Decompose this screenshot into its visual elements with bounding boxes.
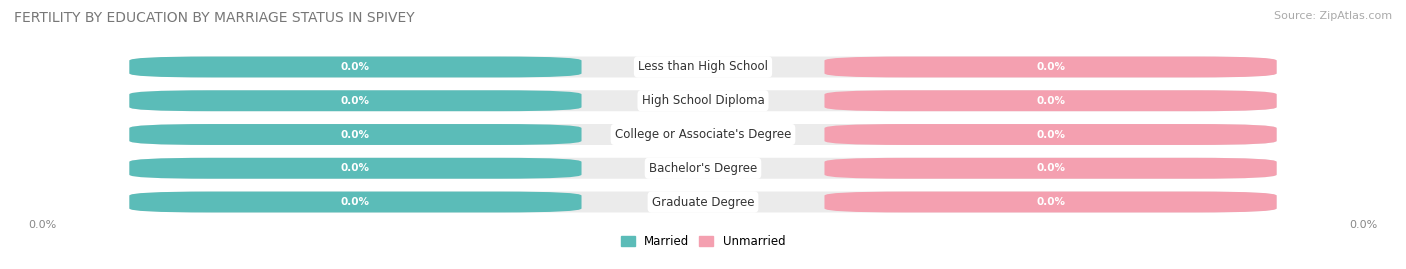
FancyBboxPatch shape bbox=[129, 56, 1277, 77]
Text: 0.0%: 0.0% bbox=[340, 197, 370, 207]
Legend: Married, Unmarried: Married, Unmarried bbox=[616, 230, 790, 253]
FancyBboxPatch shape bbox=[129, 192, 1277, 213]
FancyBboxPatch shape bbox=[824, 56, 1277, 77]
FancyBboxPatch shape bbox=[824, 158, 1277, 179]
Text: Bachelor's Degree: Bachelor's Degree bbox=[650, 162, 756, 175]
Text: Source: ZipAtlas.com: Source: ZipAtlas.com bbox=[1274, 11, 1392, 21]
Text: 0.0%: 0.0% bbox=[1036, 62, 1066, 72]
FancyBboxPatch shape bbox=[824, 90, 1277, 111]
Text: 0.0%: 0.0% bbox=[1036, 197, 1066, 207]
FancyBboxPatch shape bbox=[129, 192, 582, 213]
FancyBboxPatch shape bbox=[129, 90, 1277, 111]
Text: Less than High School: Less than High School bbox=[638, 61, 768, 73]
Text: Graduate Degree: Graduate Degree bbox=[652, 196, 754, 208]
Text: 0.0%: 0.0% bbox=[1036, 129, 1066, 140]
FancyBboxPatch shape bbox=[824, 192, 1277, 213]
Text: 0.0%: 0.0% bbox=[28, 220, 56, 229]
FancyBboxPatch shape bbox=[129, 90, 582, 111]
Text: 0.0%: 0.0% bbox=[340, 163, 370, 173]
Text: 0.0%: 0.0% bbox=[340, 62, 370, 72]
FancyBboxPatch shape bbox=[129, 124, 582, 145]
Text: 0.0%: 0.0% bbox=[1036, 163, 1066, 173]
FancyBboxPatch shape bbox=[129, 158, 582, 179]
FancyBboxPatch shape bbox=[129, 158, 1277, 179]
Text: 0.0%: 0.0% bbox=[340, 96, 370, 106]
Text: College or Associate's Degree: College or Associate's Degree bbox=[614, 128, 792, 141]
Text: FERTILITY BY EDUCATION BY MARRIAGE STATUS IN SPIVEY: FERTILITY BY EDUCATION BY MARRIAGE STATU… bbox=[14, 11, 415, 25]
Text: High School Diploma: High School Diploma bbox=[641, 94, 765, 107]
Text: 0.0%: 0.0% bbox=[1350, 220, 1378, 229]
Text: 0.0%: 0.0% bbox=[1036, 96, 1066, 106]
FancyBboxPatch shape bbox=[129, 56, 582, 77]
FancyBboxPatch shape bbox=[129, 124, 1277, 145]
Text: 0.0%: 0.0% bbox=[340, 129, 370, 140]
FancyBboxPatch shape bbox=[824, 124, 1277, 145]
